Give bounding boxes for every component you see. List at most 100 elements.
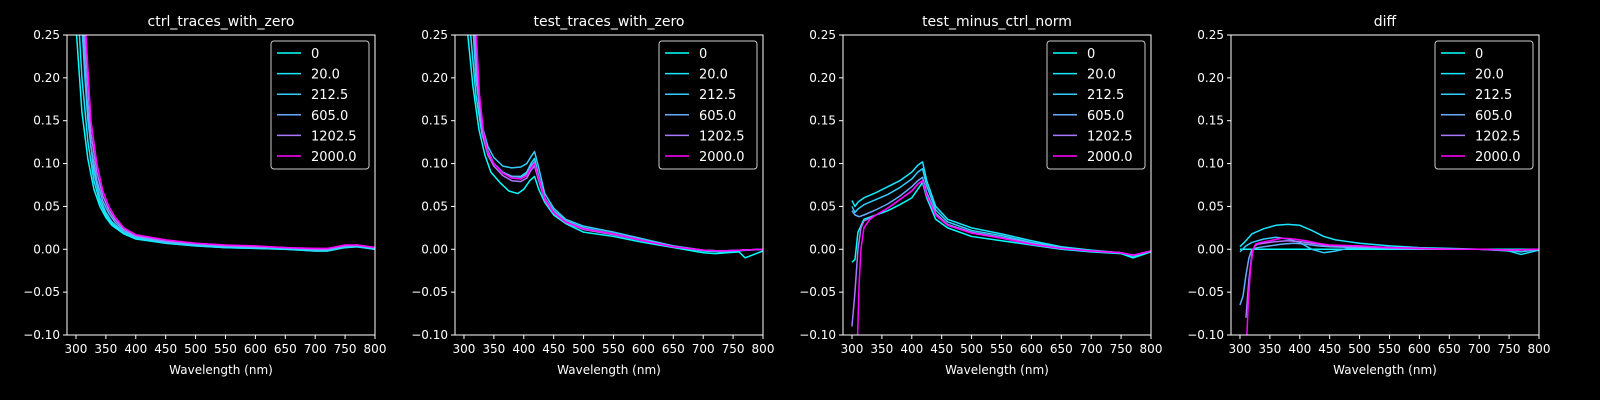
y-tick-label: 0.10	[421, 157, 448, 171]
series-lines	[467, 35, 763, 259]
axes-frame	[1230, 34, 1540, 336]
y-tick-label: 0.25	[1197, 28, 1224, 42]
x-tick-label: 700	[1468, 342, 1491, 356]
legend-entry: 1202.5	[1087, 129, 1133, 144]
legend-entry: 1202.5	[1475, 129, 1521, 144]
legend-entry: 2000.0	[311, 150, 357, 165]
x-tick-label: 650	[274, 342, 297, 356]
y-tick-label: 0.15	[421, 114, 448, 128]
legend: 0 20.0 212.5 605.0 1202.5 2000.0	[658, 40, 758, 170]
legend: 0 20.0 212.5 605.0 1202.5 2000.0	[1434, 40, 1534, 170]
y-tick-label: 0.00	[809, 242, 836, 256]
y-tick-label: −0.05	[1187, 285, 1224, 299]
y-tick-label: 0.20	[1197, 71, 1224, 85]
x-tick-label: 550	[1378, 342, 1401, 356]
legend-entry: 605.0	[699, 109, 736, 124]
y-tick-label: 0.10	[1197, 157, 1224, 171]
series-line-20-0	[78, 35, 375, 252]
x-tick-label: 300	[453, 342, 476, 356]
y-tick-label: 0.20	[421, 71, 448, 85]
y-tick-label: 0.10	[33, 157, 60, 171]
x-tick-label: 400	[124, 342, 147, 356]
y-tick-label: 0.05	[421, 199, 448, 213]
x-tick-label: 650	[662, 342, 685, 356]
x-tick-label: 700	[1080, 342, 1103, 356]
series-line-2000-0	[475, 35, 763, 252]
series-line-0	[851, 181, 1151, 263]
x-tick-label: 400	[512, 342, 535, 356]
x-tick-label: 400	[900, 342, 923, 356]
series-line-212-5	[472, 35, 763, 252]
legend-entry: 0	[699, 47, 707, 62]
chart-panel-4: 300 350 400 450 500 550 600 650 700 750 800 −0.10 −0…	[1187, 14, 1550, 377]
legend-entry: 2000.0	[1087, 150, 1133, 165]
x-tick-label: 700	[692, 342, 715, 356]
y-tick-label: −0.10	[23, 328, 60, 342]
x-tick-label: 750	[334, 342, 357, 356]
legend-entry: 212.5	[1475, 88, 1512, 103]
chart-panel-1: 300 350 400 450 500 550 600 650 700 750 800 −0.10 −0…	[23, 14, 386, 377]
legend-entry: 0	[1475, 47, 1483, 62]
y-tick-label: 0.25	[33, 28, 60, 42]
y-tick-label: 0.15	[1197, 114, 1224, 128]
x-tick-label: 650	[1050, 342, 1073, 356]
y-tick-label: 0.20	[33, 71, 60, 85]
y-tick-label: −0.10	[799, 328, 836, 342]
y-tick-label: 0.15	[809, 114, 836, 128]
y-tick-label: −0.05	[799, 285, 836, 299]
x-tick-label: 600	[632, 342, 655, 356]
y-tick-label: 0.15	[33, 114, 60, 128]
axes-frame	[454, 34, 764, 336]
y-tick-label: 0.25	[809, 28, 836, 42]
x-axis-label: Wavelength (nm)	[169, 363, 273, 377]
x-tick-label: 750	[722, 342, 745, 356]
legend-entry: 605.0	[1087, 109, 1124, 124]
series-line-1202-5	[1245, 239, 1539, 318]
chart-title: diff	[1374, 14, 1397, 30]
series-line-605-0	[1239, 242, 1539, 306]
y-tick-label: −0.10	[411, 328, 448, 342]
axes-frame	[66, 34, 376, 336]
x-tick-label: 300	[65, 342, 88, 356]
x-tick-label: 800	[364, 342, 387, 356]
y-tick-label: 0.00	[33, 242, 60, 256]
series-line-1202-5	[84, 35, 375, 251]
legend-entry: 212.5	[699, 88, 736, 103]
legend-entry: 1202.5	[311, 129, 357, 144]
x-tick-label: 600	[244, 342, 267, 356]
y-tick-label: 0.05	[33, 199, 60, 213]
legend-entry: 20.0	[699, 68, 728, 83]
x-tick-label: 500	[572, 342, 595, 356]
series-line-20-0	[851, 161, 1151, 257]
x-tick-label: 500	[184, 342, 207, 356]
legend-entry: 2000.0	[1475, 150, 1521, 165]
series-line-2000-0	[85, 35, 375, 250]
y-tick-label: −0.05	[411, 285, 448, 299]
legend-entry: 0	[311, 47, 319, 62]
y-tick-label: 0.05	[809, 199, 836, 213]
series-line-2000-0	[1246, 237, 1539, 335]
chart-title: ctrl_traces_with_zero	[148, 14, 295, 30]
x-tick-label: 300	[841, 342, 864, 356]
x-tick-label: 550	[990, 342, 1013, 356]
x-tick-label: 600	[1020, 342, 1043, 356]
y-tick-label: 0.00	[421, 242, 448, 256]
x-tick-label: 800	[1140, 342, 1163, 356]
series-lines	[1239, 223, 1539, 335]
chart-title: test_traces_with_zero	[534, 14, 685, 30]
y-tick-label: 0.00	[1197, 242, 1224, 256]
y-tick-label: 0.10	[809, 157, 836, 171]
legend-entry: 20.0	[311, 68, 340, 83]
x-tick-label: 800	[1528, 342, 1551, 356]
x-tick-label: 350	[1258, 342, 1281, 356]
legend-entry: 605.0	[1475, 109, 1512, 124]
x-axis-label: Wavelength (nm)	[1333, 363, 1437, 377]
x-tick-label: 500	[1348, 342, 1371, 356]
legend-entry: 212.5	[1087, 88, 1124, 103]
x-tick-label: 750	[1110, 342, 1133, 356]
x-axis-label: Wavelength (nm)	[557, 363, 661, 377]
legend: 0 20.0 212.5 605.0 1202.5 2000.0	[270, 40, 370, 170]
x-tick-label: 750	[1498, 342, 1521, 356]
legend-entry: 212.5	[311, 88, 348, 103]
